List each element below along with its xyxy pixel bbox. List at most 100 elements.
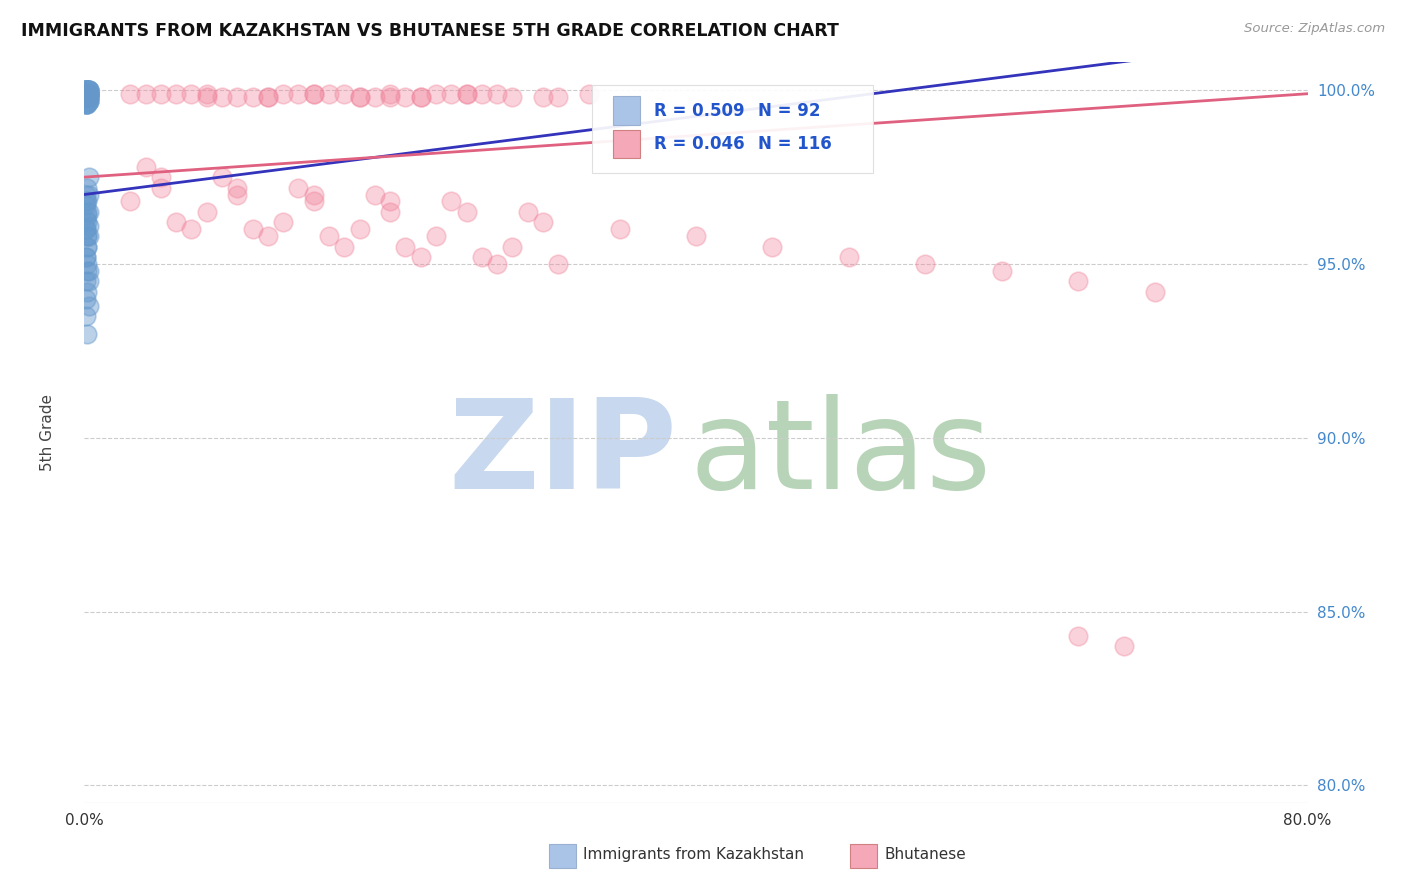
- Point: [76, 83, 98, 97]
- Point: [75, 87, 97, 101]
- Bar: [613, 130, 640, 158]
- Point: [77, 87, 100, 101]
- Point: [76, 257, 98, 271]
- Point: [75, 90, 97, 104]
- Point: [75, 90, 97, 104]
- Point: [77, 83, 100, 97]
- Point: [76, 90, 98, 104]
- Point: [77, 90, 100, 104]
- Point: [76, 97, 98, 112]
- Point: [76, 87, 98, 101]
- Point: [75, 97, 97, 112]
- Point: [75, 87, 97, 101]
- Point: [75, 97, 97, 112]
- Point: [149, 170, 172, 185]
- Bar: [613, 96, 640, 125]
- Point: [257, 90, 280, 104]
- Point: [425, 87, 447, 101]
- Point: [75, 87, 97, 101]
- Point: [120, 194, 142, 209]
- Point: [75, 274, 97, 288]
- Point: [1067, 629, 1090, 643]
- Point: [195, 87, 218, 101]
- Point: [76, 90, 98, 104]
- Text: Immigrants from Kazakhstan: Immigrants from Kazakhstan: [583, 847, 804, 863]
- Text: Source: ZipAtlas.com: Source: ZipAtlas.com: [1244, 22, 1385, 36]
- FancyBboxPatch shape: [592, 85, 873, 173]
- Point: [75, 83, 97, 97]
- Point: [75, 83, 97, 97]
- Point: [76, 240, 98, 254]
- Point: [502, 240, 524, 254]
- Point: [75, 90, 97, 104]
- Point: [75, 83, 97, 97]
- Point: [1067, 274, 1090, 288]
- Point: [349, 90, 371, 104]
- Point: [364, 187, 387, 202]
- Point: [226, 187, 249, 202]
- Point: [75, 97, 97, 112]
- Point: [75, 90, 97, 104]
- Point: [77, 83, 100, 97]
- Point: [75, 90, 97, 104]
- Point: [76, 326, 98, 341]
- Point: [75, 87, 97, 101]
- Point: [76, 87, 98, 101]
- Point: [180, 222, 202, 236]
- Point: [75, 222, 97, 236]
- Point: [440, 194, 463, 209]
- Point: [75, 87, 97, 101]
- Point: [77, 170, 100, 185]
- Point: [120, 87, 142, 101]
- Text: R = 0.509: R = 0.509: [654, 102, 745, 120]
- Point: [76, 90, 98, 104]
- Point: [409, 90, 432, 104]
- Point: [76, 87, 98, 101]
- Point: [531, 90, 554, 104]
- Point: [76, 264, 98, 278]
- Point: [76, 87, 98, 101]
- Point: [76, 87, 98, 101]
- Point: [75, 309, 97, 323]
- Point: [75, 250, 97, 264]
- Point: [364, 90, 387, 104]
- Point: [75, 250, 97, 264]
- Point: [394, 240, 416, 254]
- Point: [75, 87, 97, 101]
- Point: [77, 87, 100, 101]
- Point: [409, 90, 432, 104]
- Text: ZIP: ZIP: [449, 394, 678, 516]
- Point: [76, 94, 98, 108]
- Point: [76, 94, 98, 108]
- Point: [380, 90, 402, 104]
- Point: [77, 83, 100, 97]
- Point: [77, 87, 100, 101]
- Point: [75, 90, 97, 104]
- Point: [456, 87, 478, 101]
- Point: [149, 180, 172, 194]
- Point: [77, 264, 100, 278]
- Point: [77, 87, 100, 101]
- Point: [165, 215, 187, 229]
- Point: [287, 87, 309, 101]
- Point: [547, 257, 569, 271]
- Text: N = 116: N = 116: [758, 135, 832, 153]
- Point: [75, 292, 97, 306]
- Point: [76, 90, 98, 104]
- Point: [76, 87, 98, 101]
- Point: [333, 87, 356, 101]
- Point: [242, 222, 264, 236]
- Point: [76, 205, 98, 219]
- Point: [75, 90, 97, 104]
- Point: [75, 87, 97, 101]
- Point: [609, 222, 631, 236]
- Point: [76, 83, 98, 97]
- Point: [77, 87, 100, 101]
- Point: [516, 205, 538, 219]
- Point: [75, 87, 97, 101]
- Point: [75, 90, 97, 104]
- Point: [76, 83, 98, 97]
- Text: N = 92: N = 92: [758, 102, 821, 120]
- Point: [195, 90, 218, 104]
- Point: [75, 198, 97, 212]
